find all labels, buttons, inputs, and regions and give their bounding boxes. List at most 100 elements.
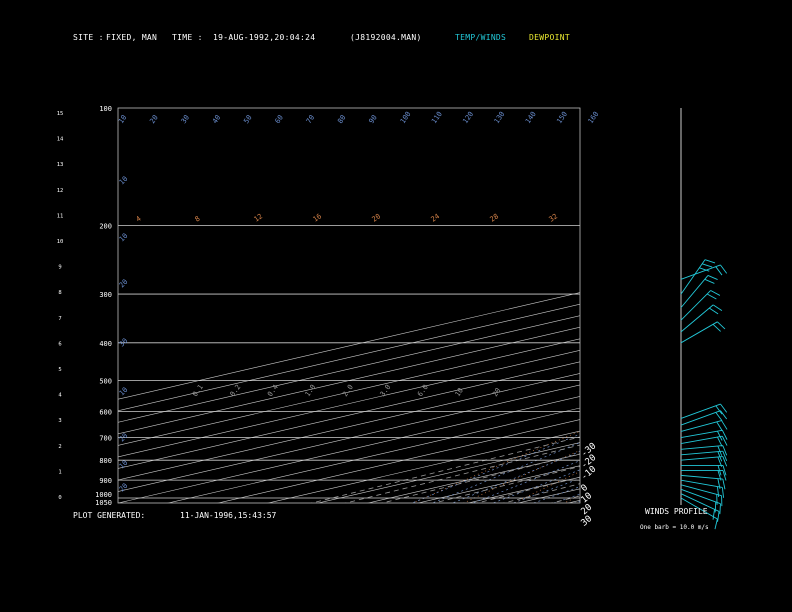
mixing-ratio-label: 1.0	[304, 383, 318, 398]
moist-adiabat	[491, 469, 580, 503]
isotherm-right-label: 0	[580, 483, 591, 494]
site-value: FIXED, MAN	[106, 33, 158, 42]
mixing-ratio-line	[577, 343, 792, 507]
moist-adiabat	[604, 225, 792, 506]
mixing-ratio-label: 20	[491, 387, 502, 399]
dewpoint-profile	[608, 260, 792, 498]
left-edge-label: 10	[118, 232, 130, 244]
height-label: 9	[58, 265, 61, 271]
dry-adiabat	[660, 108, 792, 506]
wind-barb	[680, 304, 723, 333]
moist-adiabat-label: 120	[461, 110, 475, 125]
plot-generated-value: 11-JAN-1996,15:43:57	[180, 511, 277, 520]
wind-barb	[680, 450, 728, 462]
left-edge-label: 30	[118, 337, 130, 349]
wind-barb	[680, 403, 728, 419]
left-edge-label: 10	[118, 386, 130, 398]
pressure-label: 900	[99, 477, 112, 485]
height-label: 13	[57, 162, 64, 168]
moist-adiabat-label: 20	[148, 114, 159, 126]
isotherm-line	[118, 303, 580, 412]
plot-frame	[117, 107, 581, 504]
file-name: (J8192004.MAN)	[350, 33, 422, 42]
moist-adiabat-label: 90	[367, 114, 378, 126]
moist-adiabat	[684, 225, 792, 506]
moist-adiabat-label: 40	[211, 114, 222, 126]
isotherm-line	[467, 68, 792, 538]
height-label: 1	[58, 469, 61, 475]
wind-barb	[680, 264, 728, 280]
wind-barb	[680, 275, 718, 308]
mixing-ratio-line	[502, 483, 580, 503]
moist-adiabat-label: 110	[430, 110, 444, 125]
height-label: 12	[57, 188, 64, 194]
height-label: 14	[57, 137, 64, 143]
isotherm-line	[216, 419, 580, 503]
wind-barb	[680, 474, 726, 490]
dry-adiabat-label: 20	[371, 212, 383, 223]
wind-barb	[680, 410, 728, 426]
height-label: 3	[58, 418, 61, 424]
moist-adiabat	[584, 225, 792, 506]
dry-adiabat	[462, 450, 580, 503]
moist-adiabat-label: 10	[117, 114, 128, 126]
isotherm-line	[118, 373, 580, 481]
mixing-ratio-label: 0.2	[229, 383, 243, 398]
isotherm-line	[416, 465, 580, 503]
isotherm-line	[118, 326, 580, 435]
pressure-label: 1050	[95, 499, 112, 507]
moist-adiabat	[664, 225, 792, 506]
left-edge-label: 20	[118, 278, 130, 290]
pressure-label: 800	[99, 457, 112, 465]
isotherm-line	[517, 68, 792, 538]
moist-adiabat	[532, 486, 580, 503]
moist-adiabat	[451, 451, 580, 503]
dry-adiabat-label: 16	[312, 212, 324, 223]
pressure-label: 300	[99, 291, 112, 299]
mixing-ratio-line	[310, 436, 580, 503]
isotherm-line	[118, 315, 580, 423]
pressure-label: 200	[99, 222, 112, 230]
height-label: 10	[57, 239, 64, 245]
moist-adiabat-label: 130	[493, 110, 507, 125]
isotherm-right-label: 30	[580, 514, 595, 529]
wind-barb	[680, 420, 728, 432]
isotherm-line	[516, 488, 580, 503]
dry-adiabat	[513, 471, 580, 503]
pressure-label: 700	[99, 435, 112, 443]
dry-adiabat-label: 32	[548, 212, 560, 223]
time-value: 19-AUG-1992,20:04:24	[213, 33, 316, 42]
dry-adiabat-label: 12	[253, 212, 265, 223]
wind-barb	[680, 488, 721, 515]
height-label: 0	[58, 495, 61, 501]
moist-adiabat-label: 160	[587, 110, 601, 125]
isotherm-line	[366, 453, 580, 503]
wind-barb	[680, 429, 728, 441]
wind-barb	[680, 456, 728, 467]
left-edge-label: 10	[118, 175, 130, 187]
legend-temp-winds: TEMP/WINDS	[455, 33, 507, 42]
isotherm-line	[617, 68, 792, 538]
dry-adiabat-label: 8	[194, 215, 202, 224]
isotherm-line	[118, 349, 580, 458]
isotherm-line	[266, 430, 580, 503]
height-label: 6	[58, 341, 61, 347]
wind-barb	[680, 484, 723, 507]
wind-barb	[681, 464, 727, 476]
wind-barb	[680, 445, 728, 456]
dry-adiabat-label: 4	[135, 215, 143, 224]
mixing-ratio-line	[380, 453, 580, 503]
isotherm-line	[567, 68, 792, 538]
isotherm-line	[118, 384, 580, 492]
wind-barb	[680, 479, 725, 498]
moist-adiabat	[512, 478, 580, 503]
mixing-ratio-line	[632, 343, 792, 507]
moist-adiabat	[644, 225, 792, 506]
moist-adiabat-label: 60	[274, 114, 285, 126]
moist-adiabat	[573, 500, 580, 503]
pressure-label: 1000	[95, 491, 112, 499]
mixing-ratio-label: 2.0	[341, 383, 355, 398]
height-label: 7	[58, 316, 61, 322]
isotherm-line	[118, 292, 580, 400]
